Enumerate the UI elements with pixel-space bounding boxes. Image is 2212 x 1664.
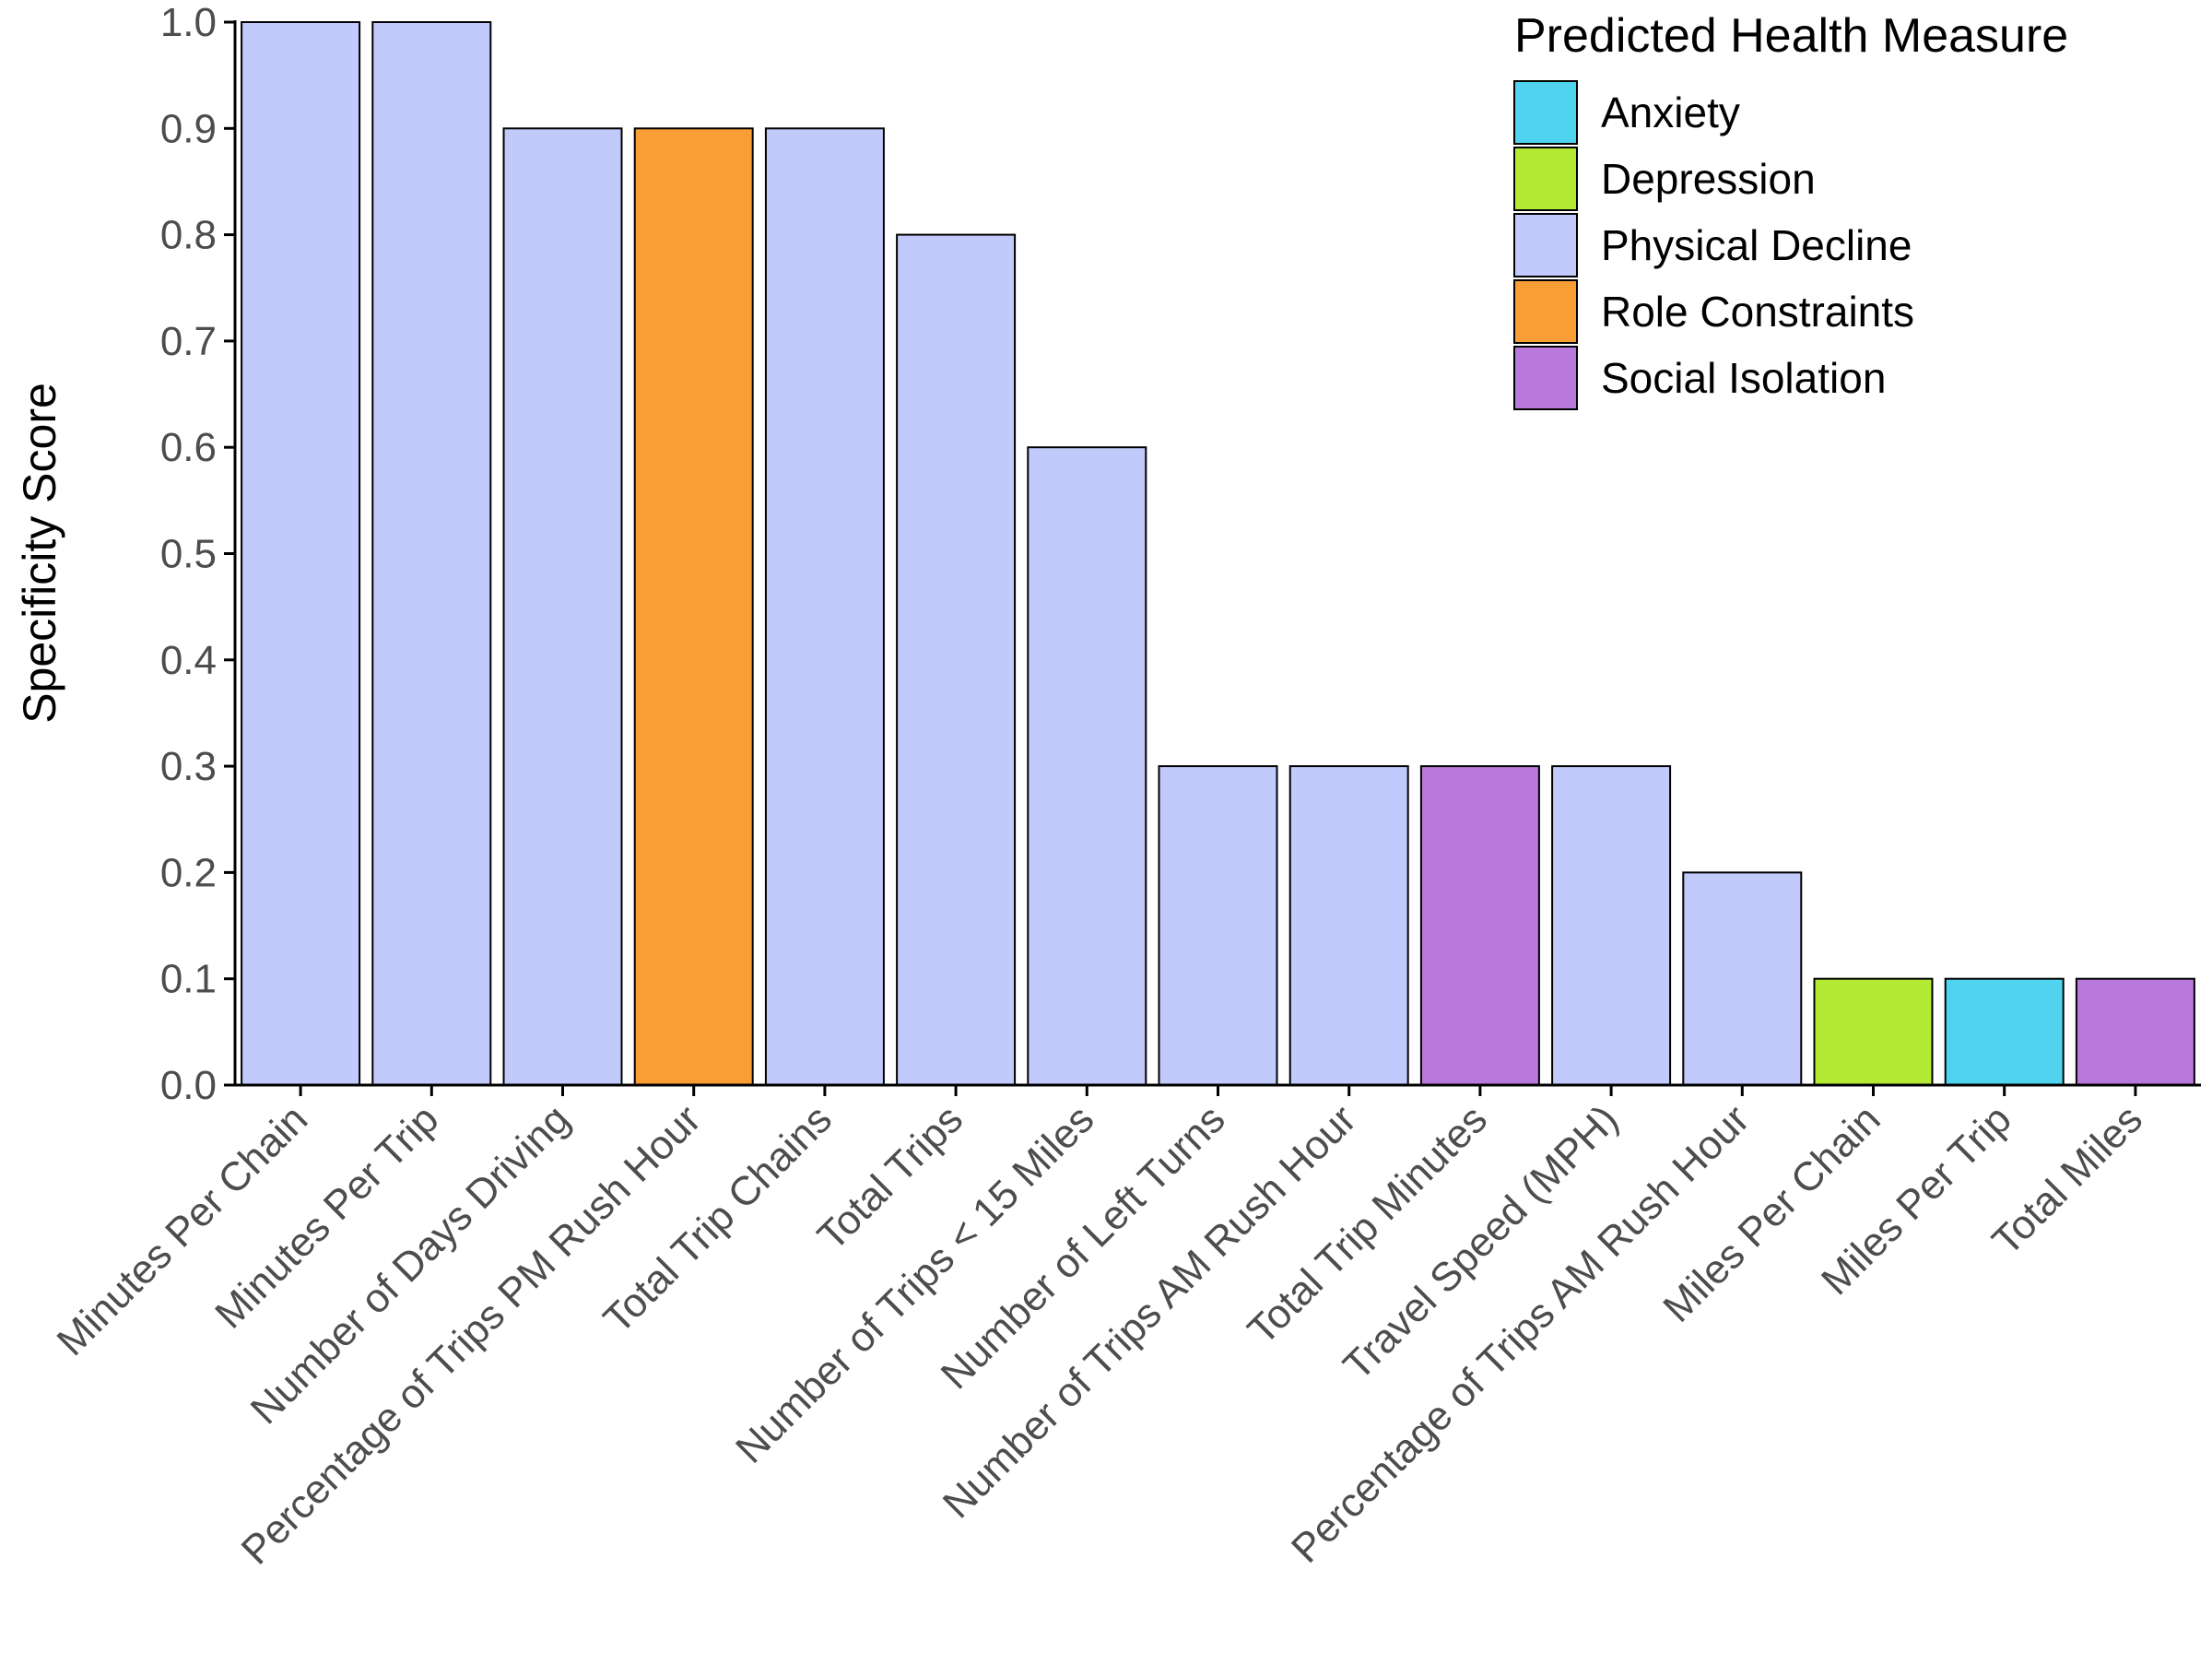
bar [241,21,361,1086]
y-tick-label: 0.3 [160,744,217,789]
y-tick-label: 0.2 [160,850,217,895]
y-tick-label: 0.5 [160,532,217,577]
bar [1682,871,1803,1087]
y-tick-label: 0.9 [160,106,217,151]
bar [1813,977,1934,1086]
legend-swatch [1513,80,1578,145]
x-tick-label: Percentage of Trips AM Rush Hour [1283,1096,1758,1571]
legend-label: Depression [1601,155,1816,203]
y-tick-label: 0.7 [160,319,217,364]
bar [1551,765,1672,1086]
legend: Predicted Health Measure Anxiety Depressi… [1513,9,2068,410]
x-tick-label: Total Trip Minutes [1240,1096,1496,1352]
x-tick-label: Total Trip Chains [595,1096,841,1341]
legend-items: Anxiety Depression Physical Decline Role Co… [1513,80,1914,410]
bar [2075,977,2195,1086]
y-tick-label: 0.4 [160,638,217,683]
bar [1419,765,1540,1086]
legend-swatch [1513,213,1578,277]
legend-swatch [1513,147,1578,211]
x-tick-label: Minutes Per Chain [49,1096,317,1364]
bar [1288,765,1409,1086]
y-tick-label: 0.6 [160,425,217,470]
y-tick-label: 0.1 [160,957,217,1002]
bar [764,127,885,1086]
y-ticks: 0.0 0.1 0.2 0.3 0.4 0.5 0.6 0.7 0.8 0.9 1.0 [160,0,235,1108]
legend-swatch [1513,346,1578,410]
y-tick-label: 0.0 [160,1063,217,1108]
x-tick-label: Minutes Per Trip [206,1096,447,1337]
bar [896,233,1017,1087]
x-tick-label: Percentage of Trips PM Rush Hour [233,1096,710,1573]
legend-label: Physical Decline [1601,221,1912,269]
bars-layer [241,21,2195,1087]
legend-label: Anxiety [1601,89,1740,136]
y-tick-label: 0.8 [160,213,217,258]
legend-label: Social Isolation [1601,354,1886,402]
bar [1944,977,2065,1086]
legend-label: Role Constraints [1601,288,1914,336]
y-axis-title: Specificity Score [14,383,65,724]
bar [502,127,623,1086]
bar [1027,446,1147,1086]
bar [1158,765,1278,1086]
bar [633,127,754,1086]
legend-swatch [1513,279,1578,344]
y-tick-label: 1.0 [160,0,217,45]
bar [371,21,492,1086]
legend-title: Predicted Health Measure [1514,9,2068,63]
